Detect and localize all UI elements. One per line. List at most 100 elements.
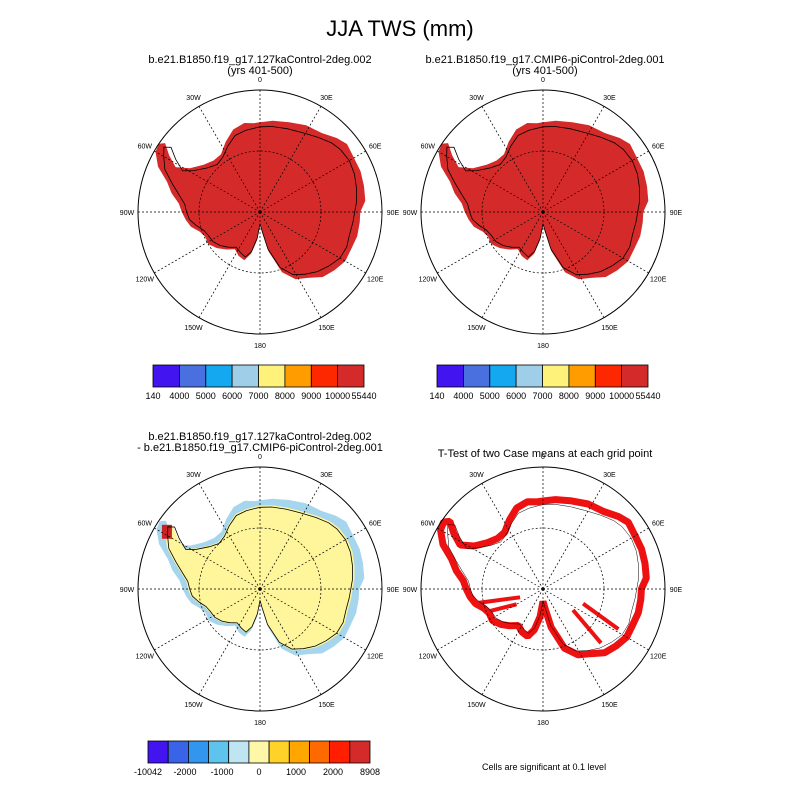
case2-coastline [446,126,640,276]
case1-lon-label-upper_right_2: 60E [369,144,382,151]
case2-colorbar-box [594,364,623,388]
case2-lon-label-upper_right_1: 30E [603,95,616,102]
case1-colorbar-label: 4000 [169,391,189,401]
ttest-meridian-line [542,588,649,651]
ttest-meridian-line [542,527,649,590]
ttest-lon-label-upper_left_1: 30W [469,472,484,479]
diff-positive-field [165,505,355,651]
case1-colorbar-label: 9000 [301,391,321,401]
diff-meridian-line [259,588,322,695]
diff-meridian-line [259,588,366,651]
ttest-meridian-line [481,588,544,695]
colorbar-difference: -10042 -2000 -1000 0 1000 2000 8908 [134,740,380,777]
case2-lon-label-top: 0 [541,77,545,84]
case1-colorbar-label: 140 [145,391,160,401]
case1-lon-label-left: 90W [120,210,135,217]
diff-lon-label-lower_right_1: 120E [367,654,384,661]
case1-colorbar-label: 7000 [248,391,268,401]
diff-colorbar-box [268,740,290,764]
panel-4-title: T-Test of two Case means at each grid po… [375,449,715,460]
panel-1-title-line1: b.e21.B1850.f19_g17.127kaControl-2deg.00… [148,54,372,66]
diff-colorbar-label: 8908 [360,767,380,777]
ttest-meridian-line [437,527,544,590]
diff-colorbar-label: 0 [256,767,261,777]
diff-colorbar-box [349,740,371,764]
ttest-lon-label-top: 0 [541,454,545,461]
ttest-significant-cells [437,496,650,659]
diff-colorbar-box [187,740,209,764]
case2-lon-label-left: 90W [403,210,418,217]
case2-colorbar-label: 10000 [609,391,634,401]
case1-meridian-line [259,211,322,318]
case2-ice-field [438,120,649,280]
case2-colorbar-label: 7000 [532,391,552,401]
case2-meridian-line [437,150,544,213]
case1-colorbar-box [258,364,286,388]
diff-lon-label-lower_right_2: 150E [318,702,335,709]
case2-meridian-line [542,211,649,274]
diff-colorbar-label: 2000 [323,767,343,777]
panel-2-title: b.e21.B1850.f19_g17.CMIP6-piControl-2deg… [375,55,715,77]
diff-meridian-line [154,527,261,590]
ttest-meridian-line [542,483,605,590]
ttest-lon-label-upper_left_2: 60W [421,521,436,528]
diff-colorbar-box [329,740,351,764]
figure-title: JJA TWS (mm) [326,16,474,41]
case1-coastline [163,126,357,276]
diff-lon-label-left: 90W [120,587,135,594]
case1-lon-label-upper_left_2: 60W [138,144,153,151]
case2-lon-label-upper_left_1: 30W [469,95,484,102]
case1-lon-label-upper_left_1: 30W [186,95,201,102]
ttest-lon-label-upper_right_2: 60E [652,521,665,528]
case2-meridian-line [542,211,605,318]
ttest-meridian-line [437,588,544,651]
diff-lon-label-bottom: 180 [254,720,266,727]
case2-colorbar-label: 6000 [506,391,526,401]
case1-colorbar-label: 55440 [351,391,376,401]
diff-colorbar-label: -10042 [134,767,162,777]
case1-colorbar-box [337,364,365,388]
diff-lon-label-upper_right_1: 30E [320,472,333,479]
ttest-lon-label-lower_left_1: 120W [419,654,438,661]
ttest-lon-label-lower_left_2: 150W [467,702,486,709]
case2-colorbar-label: 8000 [559,391,579,401]
diff-colorbar-label: -1000 [210,767,233,777]
diff-meridian-line [259,483,322,590]
case1-lon-label-top: 0 [258,77,262,84]
case2-lon-label-bottom: 180 [537,343,549,350]
case2-lon-label-upper_right_2: 60E [652,144,665,151]
ttest-lon-label-bottom: 180 [537,720,549,727]
diff-colorbar-label: 1000 [286,767,306,777]
case2-meridian-line [542,106,605,213]
case1-lon-label-upper_right_1: 30E [320,95,333,102]
case2-colorbar-box [489,364,517,388]
panel-3-title: b.e21.B1850.f19_g17.127kaControl-2deg.00… [90,432,430,454]
case2-colorbar-box [542,364,570,388]
panel-4-title-line1: T-Test of two Case means at each grid po… [437,448,653,460]
ttest-meridian-line [542,588,605,695]
diff-lon-label-top: 0 [258,454,262,461]
significance-note: Cells are significant at 0.1 level [482,762,607,772]
case2-colorbar-box [621,364,649,388]
map-panel-case1: 0 30E 60E 90E 120E 150E 180 150W 120W 90W 60W 30W [120,77,400,350]
diff-lon-label-upper_right_2: 60E [369,521,382,528]
ttest-lon-label-left: 90W [403,587,418,594]
diff-meridian-line [259,527,366,590]
case2-meridian-line [437,211,544,274]
case2-colorbar-box [462,364,491,388]
case1-colorbar-label: 6000 [222,391,242,401]
diff-meridian-line [198,483,261,590]
case1-colorbar-label: 5000 [196,391,216,401]
case1-meridian-line [259,150,366,213]
diff-meridian-line [154,588,261,651]
diff-colorbar-box [167,740,189,764]
diff-lon-label-right: 90E [387,587,400,594]
case2-colorbar-label: 9000 [585,391,605,401]
case2-meridian-line [481,211,544,318]
case2-lon-label-lower_right_2: 150E [601,325,618,332]
case1-colorbar-label: 8000 [275,391,295,401]
case2-lon-label-right: 90E [670,210,683,217]
diff-lon-label-upper_left_1: 30W [186,472,201,479]
case1-meridian-line [154,211,261,274]
